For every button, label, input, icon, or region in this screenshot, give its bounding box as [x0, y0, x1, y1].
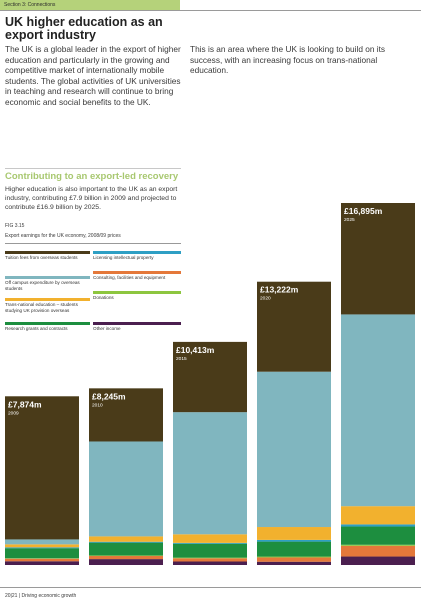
bar-segment [89, 536, 163, 542]
year-label: 2009 [8, 410, 19, 416]
bar-segment [341, 506, 415, 525]
rule [5, 168, 181, 169]
bar-segment [89, 559, 163, 565]
bar-segment [173, 558, 247, 562]
bar-segment [341, 545, 415, 557]
bar-segment [173, 412, 247, 535]
bar-segment [341, 524, 415, 527]
legend-entry: Tuition fees from overseas students [5, 251, 90, 261]
legend-entry: Research grants and contracts [5, 322, 90, 332]
bar-segment [173, 534, 247, 543]
legend-label: Donations [93, 295, 114, 300]
figure-number: FIG 3.15 [5, 223, 25, 229]
bar-segment [173, 341, 247, 413]
legend-label: Consulting, facilities and equipment [93, 275, 166, 280]
legend-entry: Donations [93, 291, 181, 301]
body-text: This is an area where the UK is looking … [190, 44, 386, 76]
bar-segment [5, 539, 79, 545]
bar-segment [5, 548, 79, 559]
bar-segment [5, 547, 79, 549]
bar-segment [341, 544, 415, 546]
legend-label: Other income [93, 326, 121, 331]
legend-entry: Licensing intellectual property [93, 251, 181, 261]
bar-segment [341, 203, 415, 315]
rule [5, 243, 181, 244]
legend-label: Research grants and contracts [5, 326, 68, 331]
legend-entry: Consulting, facilities and equipment [93, 271, 181, 281]
total-label: £13,222m [260, 285, 299, 295]
bar-segment [341, 526, 415, 545]
bar-segment [89, 542, 163, 556]
bar-segment [5, 396, 79, 540]
legend-label: Trans-national education – students stud… [5, 302, 78, 313]
bar-segment [89, 541, 163, 543]
chart-title: Contributing to an export-led recovery [5, 171, 179, 182]
year-label: 2020 [260, 296, 271, 302]
bar-segment [257, 541, 331, 557]
body-text: The UK is a global leader in the export … [5, 44, 181, 107]
section-label: Section 3: Connections [0, 0, 180, 10]
total-label: £10,413m [176, 345, 215, 355]
bar-segment [341, 314, 415, 507]
total-label: £16,895m [344, 206, 383, 216]
bar-segment [341, 556, 415, 565]
footer: 20|21 | Driving economic growth [5, 593, 77, 599]
rule [0, 587, 421, 588]
bar-segment [5, 561, 79, 565]
total-label: £8,245m [92, 391, 126, 401]
legend-label: Off campus expenditure by overseas stude… [5, 280, 80, 291]
legend-swatch [5, 322, 90, 325]
bar-segment [257, 281, 331, 372]
bar-segment [257, 557, 331, 562]
legend-entry: Other income [93, 322, 181, 332]
rule [0, 10, 421, 11]
bar-segment [257, 371, 331, 528]
bar-segment [89, 441, 163, 537]
page-title: UK higher education as an export industr… [5, 15, 163, 42]
bar-segment [257, 539, 331, 542]
bar-segment [5, 544, 79, 548]
legend-entry: Off campus expenditure by overseas stude… [5, 276, 90, 291]
legend-label: Tuition fees from overseas students [5, 255, 78, 260]
bar-segment [89, 388, 163, 442]
chart-subtitle: Higher education is also important to th… [5, 186, 178, 211]
bar-segment [173, 543, 247, 558]
year-label: 2010 [92, 402, 103, 408]
legend-swatch [93, 322, 181, 325]
year-label: 2015 [176, 356, 187, 362]
legend-swatch [93, 271, 181, 274]
legend-label: Licensing intellectual property [93, 255, 154, 260]
bar-segment [173, 542, 247, 544]
bar-segment [257, 556, 331, 558]
legend-swatch [93, 291, 181, 294]
bar-segment [173, 561, 247, 565]
total-label: £7,874m [8, 399, 42, 409]
legend-swatch [5, 298, 90, 301]
bar-segment [173, 557, 247, 559]
legend-swatch [5, 276, 90, 279]
legend-swatch [5, 251, 90, 254]
chart-caption: Export earnings for the UK economy, 2008… [5, 233, 121, 239]
bar-segment [257, 561, 331, 565]
legend-swatch [93, 251, 181, 254]
bar-segment [257, 527, 331, 540]
year-label: 2025 [344, 217, 355, 223]
bar-segment [89, 555, 163, 560]
bar-segment [5, 558, 79, 562]
legend-entry: Trans-national education – students stud… [5, 298, 90, 313]
